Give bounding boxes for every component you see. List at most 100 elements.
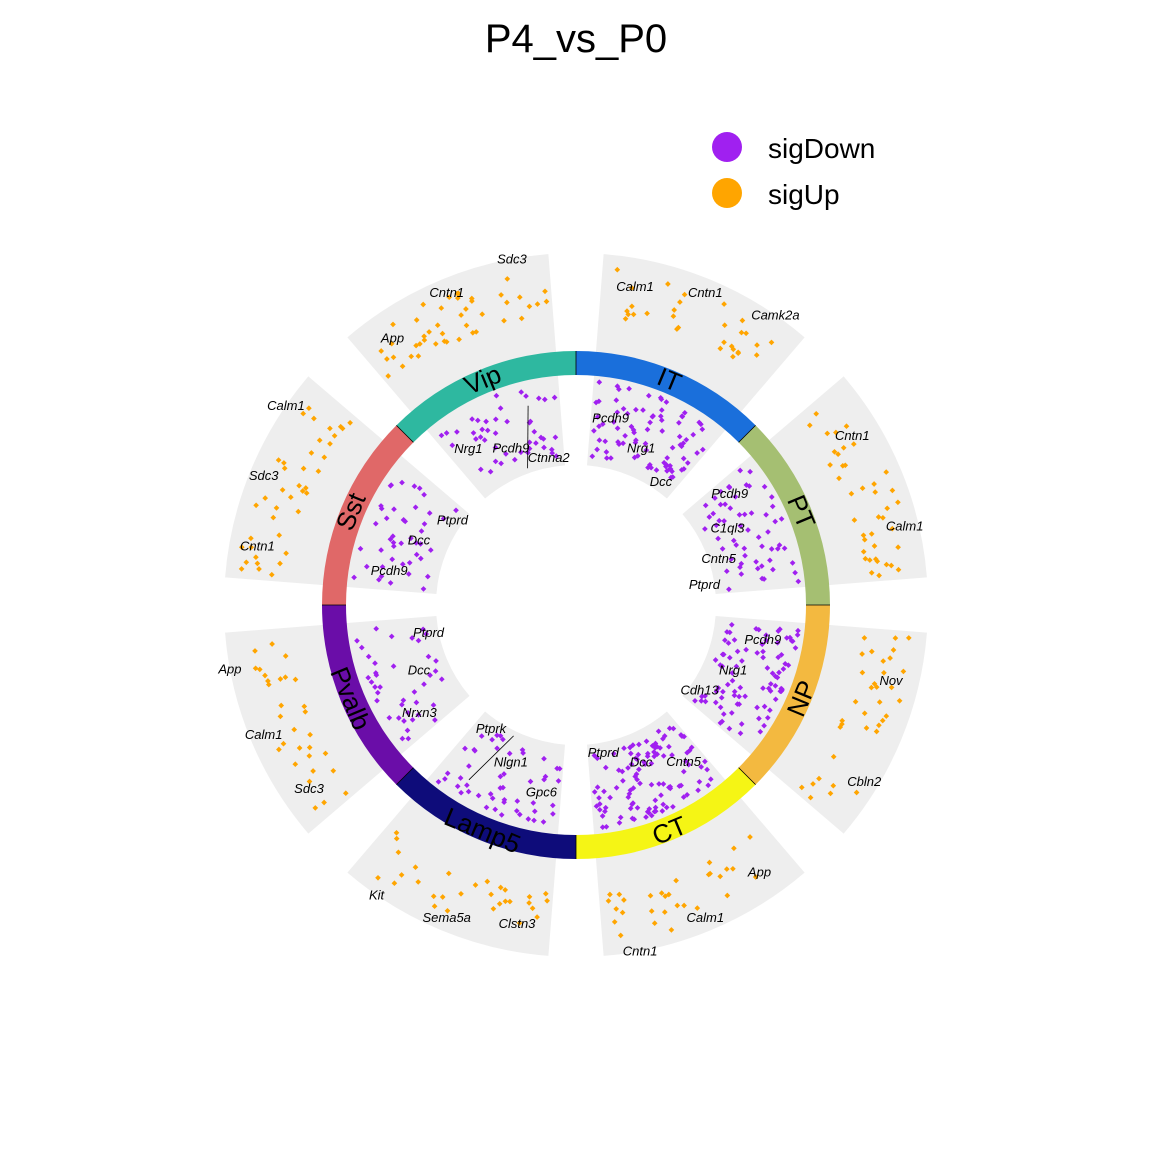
- sigup-point-pvalb: [292, 676, 299, 683]
- gene-label-dcc: Dcc: [630, 755, 653, 770]
- sigdown-point-ct: [646, 806, 653, 812]
- legend-swatch-sigdown: [712, 132, 742, 162]
- sigdown-point-lamp5: [498, 812, 505, 818]
- sigdown-point-vip: [483, 418, 489, 425]
- sigdown-point-it: [626, 385, 632, 392]
- sigup-point-it: [754, 342, 760, 348]
- sigdown-point-lamp5: [501, 771, 507, 777]
- sigup-point-it: [675, 324, 682, 331]
- sigup-point-lamp5: [507, 898, 513, 905]
- sigup-point-sst: [327, 440, 333, 447]
- sigdown-point-lamp5: [466, 763, 472, 769]
- sigdown-point-np: [772, 673, 779, 680]
- sigup-point-pt: [868, 569, 875, 576]
- sigup-point-pt: [895, 544, 901, 551]
- sigup-point-ct: [658, 890, 665, 896]
- sigup-point-vip: [469, 329, 476, 336]
- gene-label-cntn5: Cntn5: [666, 754, 701, 769]
- sigdown-point-vip: [503, 451, 509, 457]
- ring-segment-it: [576, 351, 756, 443]
- sigdown-point-ct: [660, 753, 667, 759]
- sigdown-point-pt: [717, 501, 724, 508]
- sigdown-point-pvalb: [427, 672, 433, 679]
- sigdown-point-np: [729, 677, 736, 684]
- sigup-point-pt: [835, 451, 841, 458]
- gene-label-pcdh9: Pcdh9: [492, 440, 529, 455]
- sigdown-point-ct: [594, 784, 601, 791]
- sigdown-point-np: [692, 697, 698, 704]
- sigup-point-pvalb: [306, 778, 313, 785]
- sigup-point-sst: [281, 460, 287, 466]
- sigdown-point-it: [614, 425, 621, 432]
- sigup-point-vip: [421, 337, 428, 343]
- sigdown-point-pt: [761, 483, 768, 490]
- sigdown-point-ct: [630, 742, 636, 748]
- sigdown-point-vip: [535, 395, 542, 402]
- sigdown-point-pvalb: [425, 653, 432, 660]
- gene-label-c1ql3: C1ql3: [711, 520, 746, 535]
- sigup-point-ct: [717, 873, 724, 880]
- sigdown-point-ct: [684, 749, 690, 756]
- legend-label-sigdown: sigDown: [768, 133, 875, 164]
- sigdown-point-sst: [421, 491, 427, 498]
- panel-ct: [586, 711, 805, 956]
- sigup-point-pvalb: [307, 731, 313, 738]
- sigup-point-pt: [860, 548, 867, 555]
- sigdown-point-np: [737, 684, 744, 691]
- sigdown-point-vip: [493, 392, 500, 399]
- sigup-point-sst: [302, 485, 309, 491]
- sigup-point-vip: [479, 311, 486, 318]
- sigdown-point-vip: [533, 440, 539, 446]
- sigup-point-sst: [243, 559, 250, 566]
- sigdown-point-vip: [531, 428, 538, 435]
- sigup-point-it: [721, 339, 727, 346]
- sigdown-point-np: [725, 640, 732, 646]
- sigup-point-pvalb: [310, 768, 316, 774]
- sigdown-point-sst: [412, 504, 419, 511]
- gene-label-pcdh9: Pcdh9: [592, 411, 629, 426]
- sigdown-point-it: [649, 413, 656, 420]
- ring-divider: [396, 767, 414, 785]
- sigdown-point-pvalb: [401, 718, 407, 724]
- sigdown-point-ct: [636, 741, 642, 748]
- sigdown-point-sst: [406, 559, 413, 566]
- sigup-point-lamp5: [430, 893, 437, 900]
- sigdown-point-lamp5: [500, 784, 506, 791]
- sigup-point-lamp5: [544, 897, 550, 904]
- sigdown-point-sst: [420, 586, 427, 592]
- sigup-point-np: [900, 668, 907, 675]
- sigup-point-lamp5: [490, 905, 497, 912]
- sigdown-point-sst: [376, 576, 382, 583]
- sigdown-point-sst: [421, 521, 428, 527]
- sigdown-point-lamp5: [516, 811, 523, 818]
- sigdown-point-it: [603, 449, 610, 455]
- sigup-point-pvalb: [262, 672, 268, 679]
- sigup-point-ct: [731, 845, 737, 852]
- sigdown-point-vip: [479, 426, 486, 433]
- sigdown-point-ct: [599, 813, 606, 819]
- sigdown-point-pt: [702, 526, 708, 532]
- sigdown-point-lamp5: [444, 770, 451, 777]
- sigdown-point-ct: [603, 823, 610, 830]
- gene-label-calm1: Calm1: [267, 398, 305, 413]
- sigdown-point-it: [658, 396, 665, 403]
- sigdown-point-np: [775, 654, 782, 661]
- sigdown-point-np: [764, 714, 771, 721]
- sigdown-point-pt: [772, 518, 779, 525]
- sigdown-point-sst: [387, 580, 394, 586]
- sigup-point-lamp5: [431, 903, 438, 910]
- sigdown-point-lamp5: [483, 804, 490, 811]
- legend: sigDown sigUp: [712, 132, 875, 210]
- sigdown-point-pvalb: [358, 644, 365, 651]
- sigup-point-np: [880, 658, 887, 664]
- ring-segment-pt: [738, 425, 830, 605]
- sigdown-point-vip: [541, 396, 548, 403]
- sigdown-point-it: [640, 407, 646, 413]
- sigup-point-lamp5: [502, 898, 509, 905]
- sigup-point-ct: [674, 902, 681, 909]
- sigup-point-ct: [730, 865, 736, 872]
- sigup-point-np: [905, 635, 912, 641]
- sigup-point-vip: [390, 354, 397, 361]
- sigdown-point-np: [726, 654, 733, 661]
- sigdown-point-pvalb: [354, 637, 360, 644]
